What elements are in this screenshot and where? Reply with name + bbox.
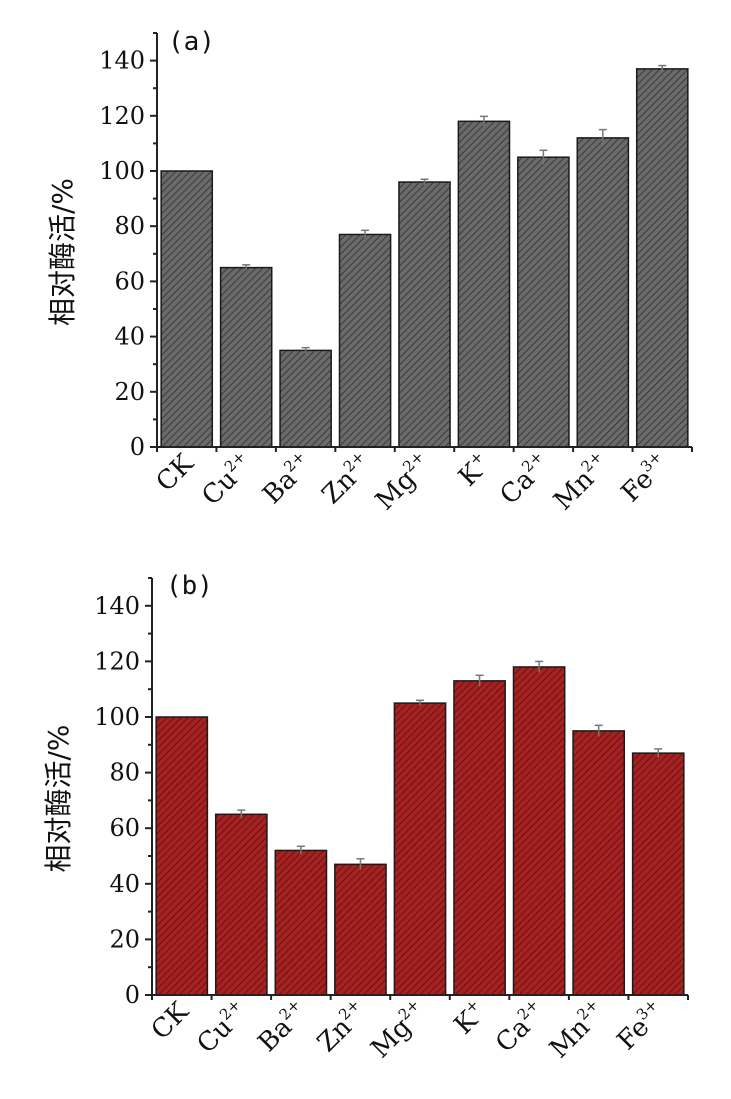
error-bar [237,809,246,819]
y-tick-label: 100 [94,703,140,731]
bar-fe [631,752,685,996]
error-bar [598,128,607,147]
bar-ck [155,716,209,996]
y-tick-label: 0 [130,433,145,461]
category-label: Ba2+ [251,995,314,1058]
error-bar [296,845,305,855]
error-bar [479,115,488,127]
y-tick-label: 80 [114,212,145,240]
y-tick-label: 60 [109,814,140,842]
category-label: Mg2+ [364,995,433,1064]
category-label: Fe3+ [610,995,671,1056]
category-label: Ca2+ [489,995,552,1058]
y-tick-label: 100 [99,157,145,185]
error-bar [539,149,548,165]
error-bar [420,178,429,185]
panel-label: (a) [168,27,215,57]
bar-fe [635,68,689,448]
bar-ba [279,349,332,448]
y-axis-label: 相对酶活/% [46,178,79,326]
bar-zn [338,233,392,448]
error-bar [361,229,370,239]
category-label: Fe3+ [614,447,675,508]
error-bar [475,674,484,687]
category-label: CK [146,996,195,1045]
bar-k [457,120,511,448]
error-bar [535,660,544,673]
panel-label: (b) [166,571,213,601]
category-label: Ca2+ [493,447,556,510]
category-label: K+ [447,995,492,1040]
bar-cu [219,266,273,448]
error-bar [356,858,365,870]
bar-ca [512,666,566,996]
bar-ba [274,849,328,996]
error-bar [654,748,663,758]
bar-k [453,680,506,996]
y-tick-label: 140 [94,592,140,620]
error-bar [594,724,603,737]
y-axis-label: 相对酶活/% [42,724,75,872]
error-bar [301,346,310,354]
error-bar [242,264,251,271]
bar-mg [393,702,447,996]
bar-ca [517,156,570,448]
y-tick-label: 40 [114,323,145,351]
y-tick-label: 120 [94,647,140,675]
category-label: CK [151,448,200,497]
category-label: Cu2+ [195,447,259,511]
bar-ck [160,170,214,448]
bar-zn [334,863,387,996]
y-tick-label: 120 [99,102,145,130]
y-tick-label: 0 [125,981,140,1009]
category-label: Mn2+ [547,447,616,516]
error-bar [416,699,424,706]
y-tick-label: 140 [99,47,145,75]
error-bar [658,64,667,73]
category-label: Cu2+ [190,995,254,1059]
bar-mn [572,730,626,996]
bar-mg [398,181,451,448]
category-label: Mn2+ [543,995,612,1064]
y-tick-label: 20 [109,925,140,953]
category-label: Mg2+ [369,447,438,516]
y-tick-label: 20 [114,378,145,406]
bar-cu [214,813,268,996]
category-label: Ba2+ [256,447,319,510]
category-label: Zn2+ [311,995,374,1058]
y-tick-label: 80 [109,759,140,787]
y-tick-label: 40 [109,870,140,898]
category-label: K+ [452,447,497,492]
bar-mn [576,137,630,448]
y-tick-label: 60 [114,267,145,295]
category-label: Zn2+ [315,447,378,510]
